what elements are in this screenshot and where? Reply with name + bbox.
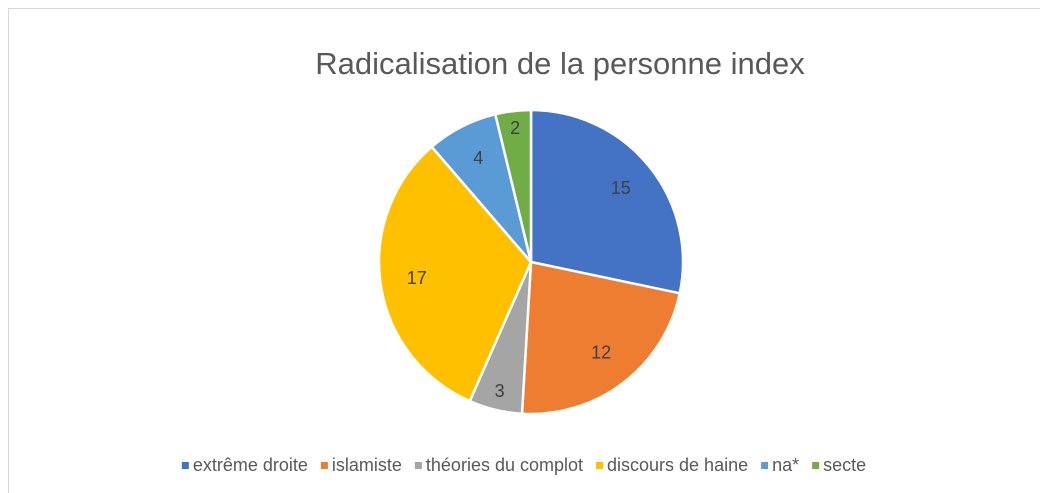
legend-marker bbox=[596, 462, 604, 469]
pie-slice bbox=[520, 260, 682, 416]
legend-label: na* bbox=[772, 455, 799, 475]
legend-label: islamiste bbox=[332, 455, 402, 475]
legend-label: extrême droite bbox=[193, 455, 308, 475]
pie-slice bbox=[377, 145, 533, 403]
data-label: 3 bbox=[495, 381, 505, 401]
legend: extrême droite islamiste théories du compl… bbox=[181, 455, 866, 475]
legend-marker bbox=[181, 462, 189, 469]
data-label: 12 bbox=[591, 343, 611, 363]
legend-marker bbox=[320, 462, 328, 469]
legend-marker bbox=[812, 462, 820, 469]
data-label: 2 bbox=[510, 118, 520, 138]
legend-label: théories du complot bbox=[426, 455, 583, 475]
legend-label: secte bbox=[823, 455, 866, 475]
data-label: 15 bbox=[611, 178, 631, 198]
data-label: 17 bbox=[407, 268, 427, 288]
legend-label: discours de haine bbox=[607, 455, 748, 475]
pie-slice bbox=[493, 108, 533, 263]
legend-marker bbox=[761, 462, 769, 469]
pie-slice bbox=[529, 108, 685, 295]
data-label: 4 bbox=[473, 148, 483, 168]
chart-title: Radicalisation de la personne index bbox=[315, 46, 805, 81]
legend-marker bbox=[414, 462, 422, 469]
